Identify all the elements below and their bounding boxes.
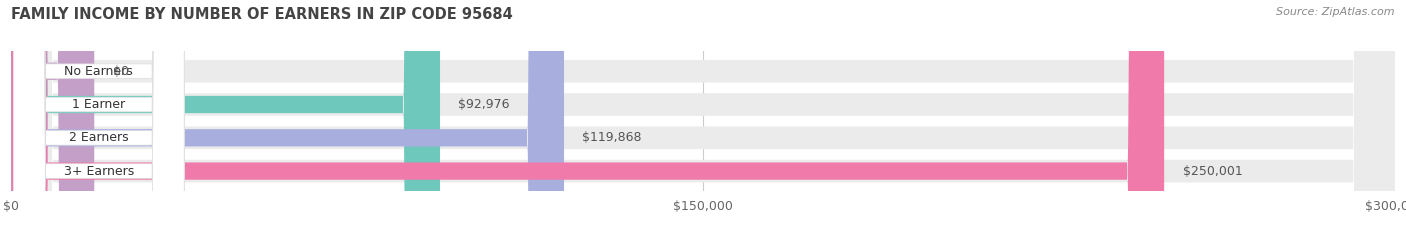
Text: $92,976: $92,976 — [458, 98, 510, 111]
FancyBboxPatch shape — [11, 0, 564, 233]
FancyBboxPatch shape — [14, 0, 184, 233]
FancyBboxPatch shape — [11, 0, 94, 233]
FancyBboxPatch shape — [11, 0, 440, 233]
Text: Source: ZipAtlas.com: Source: ZipAtlas.com — [1277, 7, 1395, 17]
Text: FAMILY INCOME BY NUMBER OF EARNERS IN ZIP CODE 95684: FAMILY INCOME BY NUMBER OF EARNERS IN ZI… — [11, 7, 513, 22]
Text: $119,868: $119,868 — [582, 131, 643, 144]
FancyBboxPatch shape — [11, 0, 1164, 233]
FancyBboxPatch shape — [14, 0, 184, 233]
FancyBboxPatch shape — [11, 0, 1395, 233]
Text: 1 Earner: 1 Earner — [72, 98, 125, 111]
FancyBboxPatch shape — [14, 0, 184, 233]
Text: 3+ Earners: 3+ Earners — [63, 164, 134, 178]
FancyBboxPatch shape — [11, 0, 1395, 233]
Text: $0: $0 — [112, 65, 129, 78]
FancyBboxPatch shape — [11, 0, 1395, 233]
Text: No Earners: No Earners — [65, 65, 134, 78]
Text: 2 Earners: 2 Earners — [69, 131, 129, 144]
FancyBboxPatch shape — [14, 0, 184, 233]
Text: $250,001: $250,001 — [1182, 164, 1243, 178]
FancyBboxPatch shape — [11, 0, 1395, 233]
